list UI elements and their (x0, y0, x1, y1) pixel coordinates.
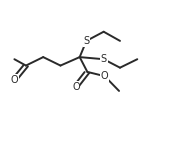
Text: O: O (101, 71, 108, 81)
Text: S: S (101, 54, 107, 64)
Text: O: O (11, 75, 18, 85)
Text: S: S (83, 36, 89, 46)
Text: O: O (72, 82, 80, 92)
